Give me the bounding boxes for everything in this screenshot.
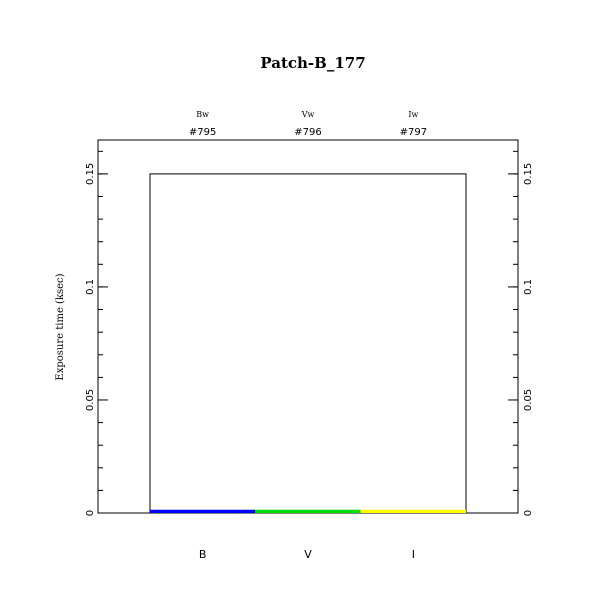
id-label: #797: [400, 127, 427, 138]
plot-frame: [97, 139, 519, 514]
y-tick-label-right: 0.15: [523, 163, 534, 185]
outline-box: [149, 173, 467, 514]
filter-label: Vw: [301, 110, 315, 119]
y-tick-label-right: 0.1: [523, 279, 534, 295]
y-tick-label-left: 0.1: [85, 279, 96, 295]
id-label: #795: [189, 127, 216, 138]
y-axis-label: Exposure time (ksec): [55, 273, 66, 380]
y-tick-label-right: 0: [523, 510, 534, 516]
bar-V: [255, 509, 361, 513]
category-label: V: [304, 548, 312, 561]
y-tick-label-left: 0.05: [85, 389, 96, 411]
y-tick-label-right: 0.05: [523, 389, 534, 411]
category-label: B: [199, 548, 207, 561]
category-label: I: [412, 548, 415, 561]
bar-I: [360, 509, 466, 513]
filter-label: Iw: [408, 110, 418, 119]
y-tick-label-left: 0: [85, 510, 96, 516]
filter-label: Bw: [196, 110, 209, 119]
bar-B: [150, 509, 256, 513]
id-label: #796: [294, 127, 321, 138]
chart-title: Patch-B_177: [260, 54, 365, 72]
y-tick-label-left: 0.15: [85, 163, 96, 185]
